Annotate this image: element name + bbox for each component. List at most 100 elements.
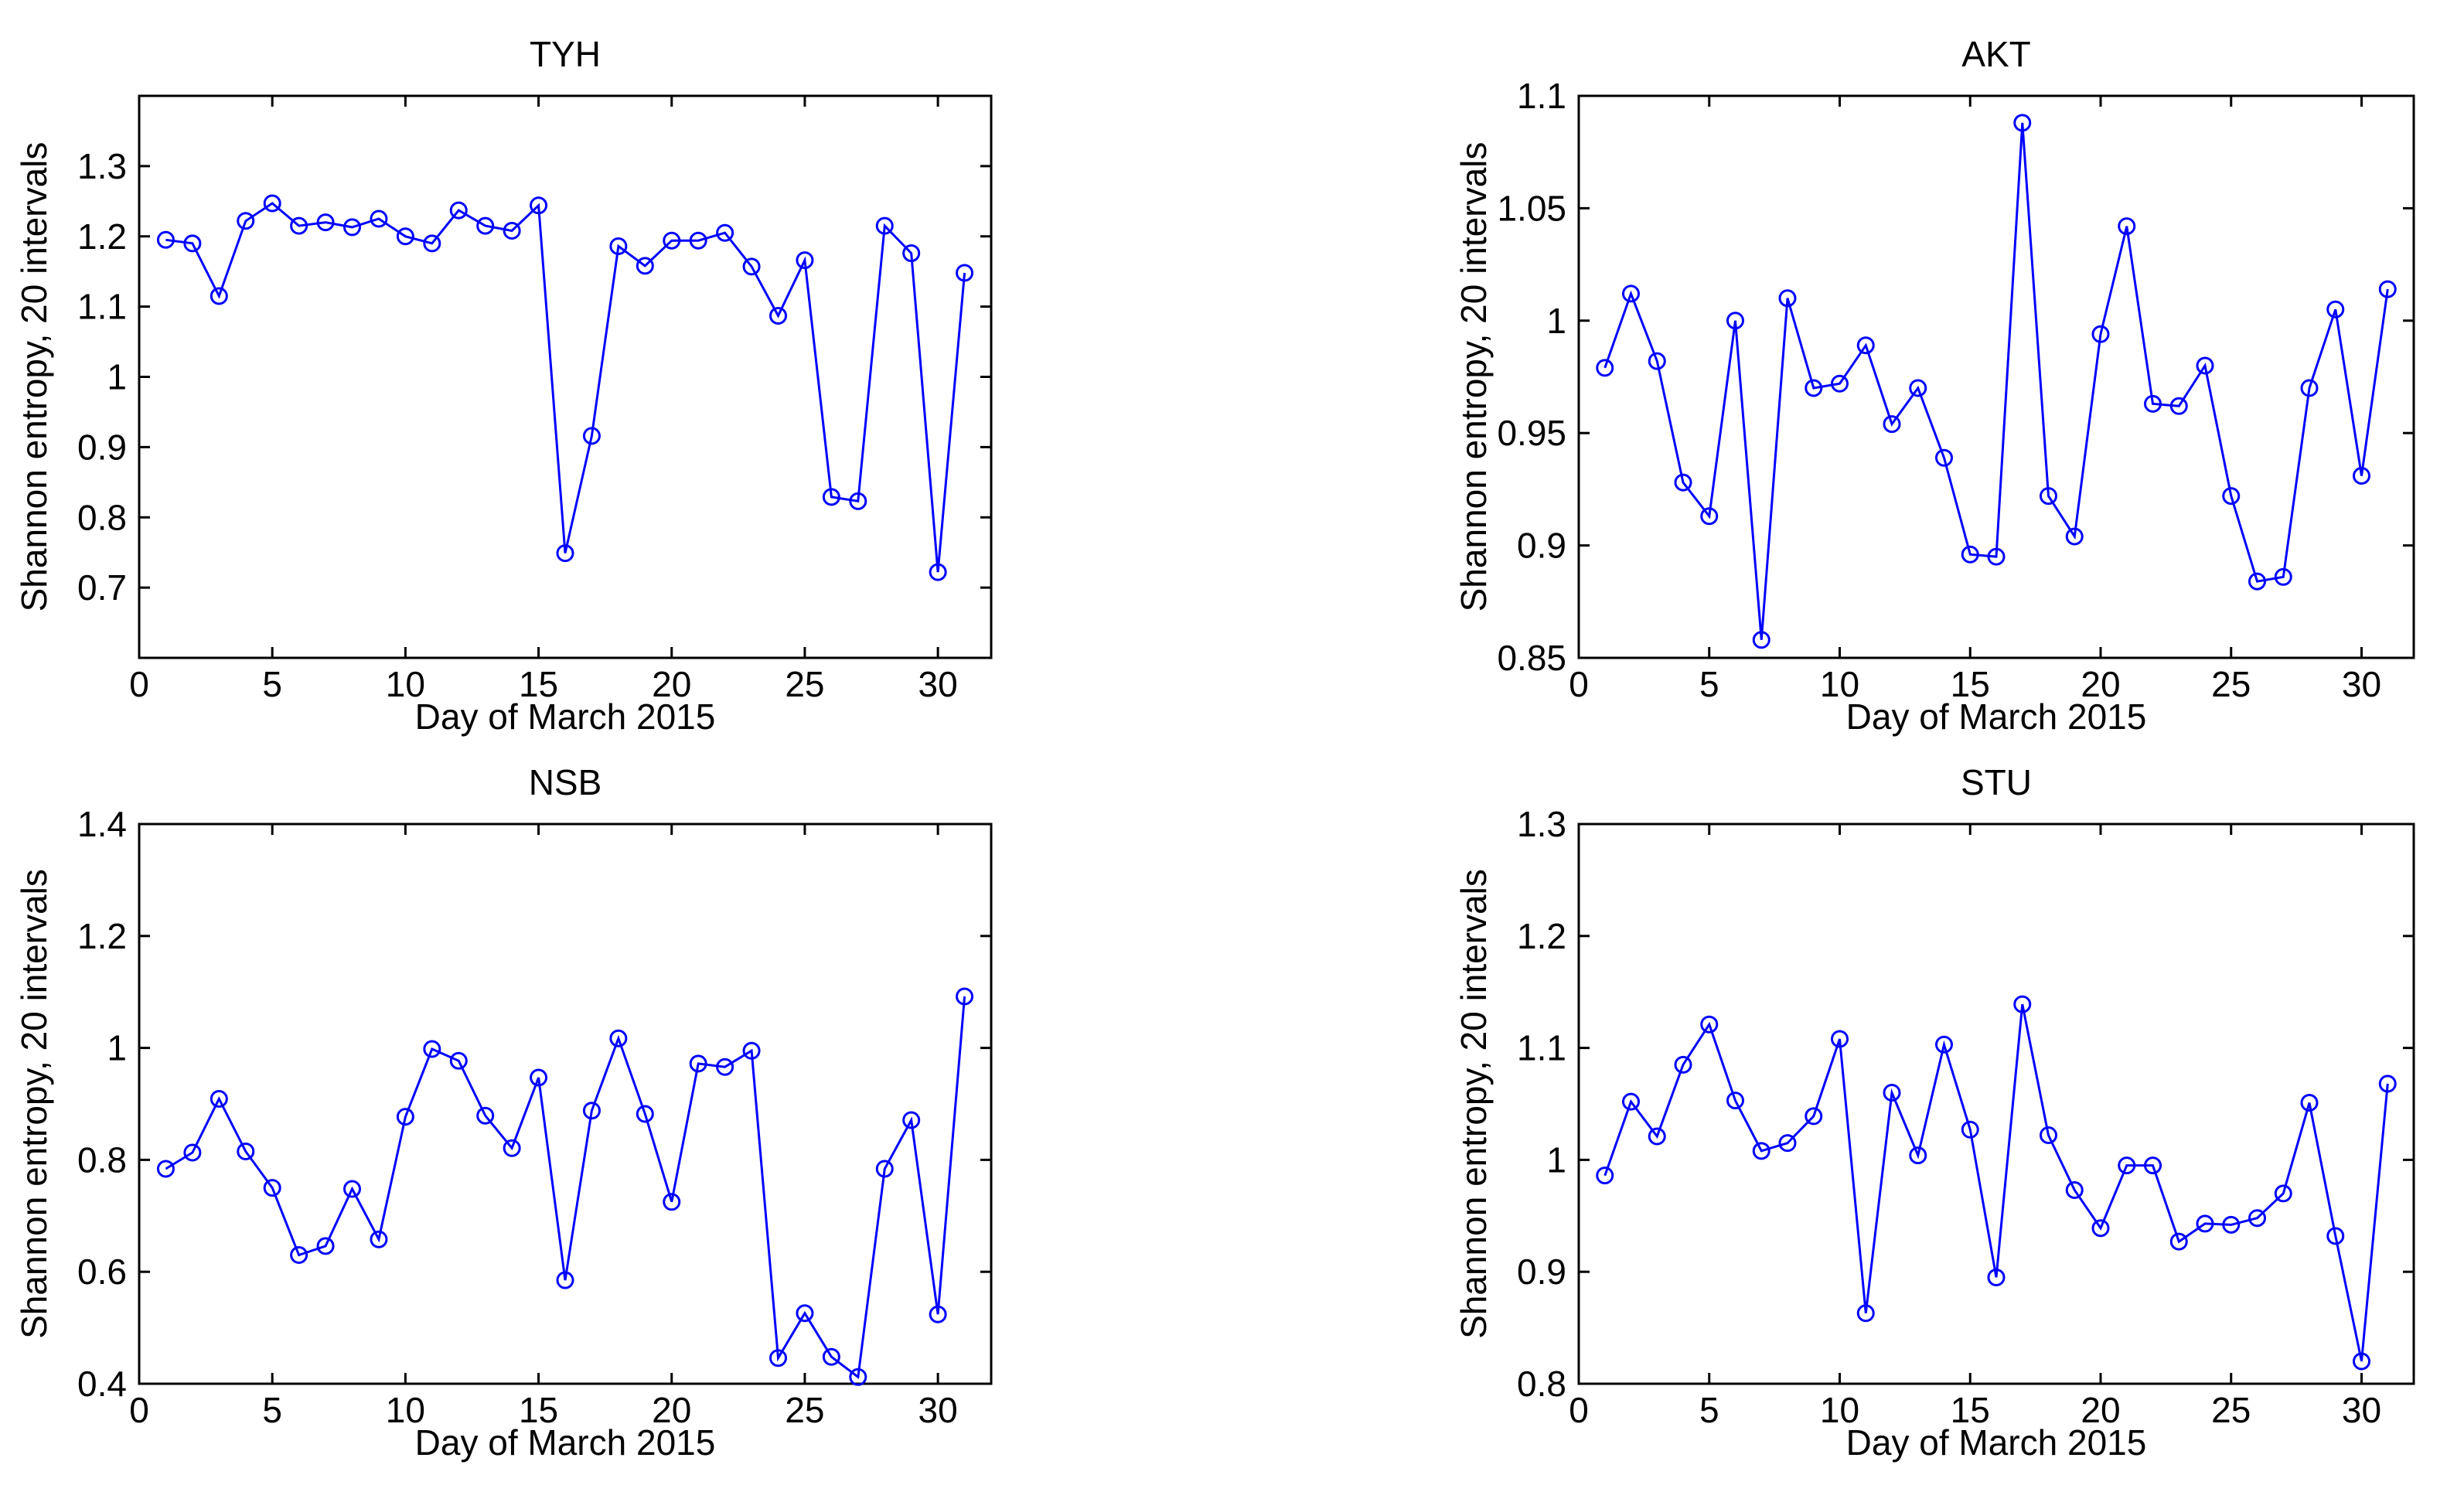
data-point: [2300, 379, 2319, 397]
data-point: [290, 216, 308, 235]
data-point: [210, 287, 228, 305]
data-point: [2118, 217, 2136, 236]
data-point: [290, 1245, 308, 1264]
data-point: [476, 1106, 495, 1125]
data-point: [343, 218, 361, 237]
data-point: [316, 1237, 335, 1255]
y-tick-label: 1.4: [77, 804, 127, 844]
series-line: [1603, 1003, 2389, 1362]
data-point: [902, 1111, 921, 1129]
x-axis-label: Day of March 2015: [415, 697, 716, 737]
x-tick-label: 5: [1699, 1390, 1719, 1430]
data-point: [530, 1068, 548, 1087]
data-point: [1935, 1035, 1953, 1054]
data-point: [2274, 567, 2292, 586]
data-point: [849, 492, 867, 510]
data-point: [1961, 1120, 1979, 1139]
data-point: [822, 488, 840, 506]
y-tick-label: 0.7: [77, 567, 127, 608]
data-point: [769, 1349, 787, 1367]
data-point: [1700, 1015, 1719, 1034]
data-point: [742, 1041, 761, 1060]
data-point: [2222, 487, 2241, 506]
data-point: [2144, 394, 2162, 413]
data-point: [2248, 572, 2266, 591]
y-tick-label: 1.1: [77, 287, 127, 327]
x-tick-label: 25: [2211, 664, 2251, 704]
series-line: [165, 202, 966, 573]
x-tick-label: 25: [2211, 1390, 2251, 1430]
y-tick-label: 1: [1546, 301, 1566, 341]
y-axis-label: Shannon entropy, 20 intervals: [14, 142, 54, 612]
plot-frame: [138, 94, 993, 659]
x-tick-label: 15: [1951, 664, 1990, 704]
data-point: [716, 223, 734, 242]
data-point: [1778, 289, 1797, 308]
data-point: [1700, 507, 1719, 526]
data-point: [2013, 995, 2032, 1013]
plot-frame: [1577, 94, 2415, 659]
data-point: [1596, 359, 1614, 377]
data-point: [929, 1305, 947, 1323]
x-tick-label: 30: [2342, 1390, 2381, 1430]
x-tick-label: 30: [2342, 664, 2381, 704]
data-point: [822, 1347, 840, 1366]
data-point: [1805, 1107, 1823, 1126]
y-tick-label: 0.95: [1497, 413, 1566, 453]
y-tick-label: 1.2: [1517, 916, 1566, 956]
data-point: [582, 427, 601, 445]
y-tick-label: 0.85: [1497, 638, 1566, 678]
data-point: [1596, 1167, 1614, 1185]
x-tick-label: 15: [519, 1390, 558, 1430]
data-point: [2040, 487, 2057, 506]
data-point: [2353, 466, 2370, 485]
y-tick-label: 0.6: [77, 1252, 127, 1292]
data-point: [609, 1029, 628, 1047]
data-point: [2013, 114, 2032, 132]
data-point: [2091, 1219, 2110, 1238]
x-tick-label: 25: [785, 1390, 824, 1430]
data-point: [1987, 547, 2006, 566]
x-tick-label: 20: [2081, 664, 2120, 704]
data-point: [2040, 1126, 2057, 1145]
x-tick-label: 5: [1699, 664, 1719, 704]
chart-title: TYH: [530, 34, 601, 74]
data-point: [423, 1040, 441, 1058]
x-tick-label: 10: [386, 1390, 425, 1430]
y-tick-label: 1.05: [1497, 188, 1566, 228]
data-point: [716, 1058, 734, 1076]
data-point: [1856, 336, 1875, 355]
data-point: [1831, 1030, 1849, 1048]
data-point: [2378, 280, 2397, 298]
y-tick-label: 0.9: [1517, 526, 1566, 566]
plot-frame: [138, 823, 993, 1385]
data-point: [370, 209, 388, 228]
x-tick-label: 30: [918, 664, 958, 704]
data-point: [956, 264, 974, 282]
y-tick-label: 1.3: [77, 146, 127, 186]
data-point: [875, 1160, 894, 1178]
data-point: [2065, 1180, 2084, 1199]
y-tick-label: 0.4: [77, 1364, 127, 1404]
x-axis-label: Day of March 2015: [415, 1422, 716, 1463]
data-point: [503, 221, 521, 240]
data-point: [503, 1139, 521, 1157]
data-point: [1856, 1304, 1875, 1323]
data-point: [796, 1304, 814, 1323]
data-point: [2169, 1232, 2188, 1251]
series-line: [1603, 122, 2389, 640]
y-axis-label: Shannon entropy, 20 intervals: [14, 869, 54, 1339]
y-tick-label: 1.1: [1517, 1028, 1566, 1068]
x-tick-label: 10: [1820, 664, 1859, 704]
data-point: [769, 306, 787, 325]
x-tick-label: 25: [785, 664, 824, 704]
data-point: [2065, 527, 2084, 546]
data-point: [1909, 1146, 1927, 1165]
chart-panel-stu: STU 0 5 10 15 20 25 30 0.8 0.9 1 1.1 1.2 1.3 Day of Ma…: [1454, 762, 2415, 1463]
data-point: [2196, 356, 2214, 375]
y-tick-label: 1: [107, 1028, 127, 1068]
data-point: [396, 1108, 414, 1126]
chart-panel-nsb: NSB 0 5 10 15 20 25 30 0.4 0.6 0.8 1 1.2 1.4 Day of Ma…: [14, 762, 993, 1463]
x-tick-label: 0: [1569, 664, 1589, 704]
